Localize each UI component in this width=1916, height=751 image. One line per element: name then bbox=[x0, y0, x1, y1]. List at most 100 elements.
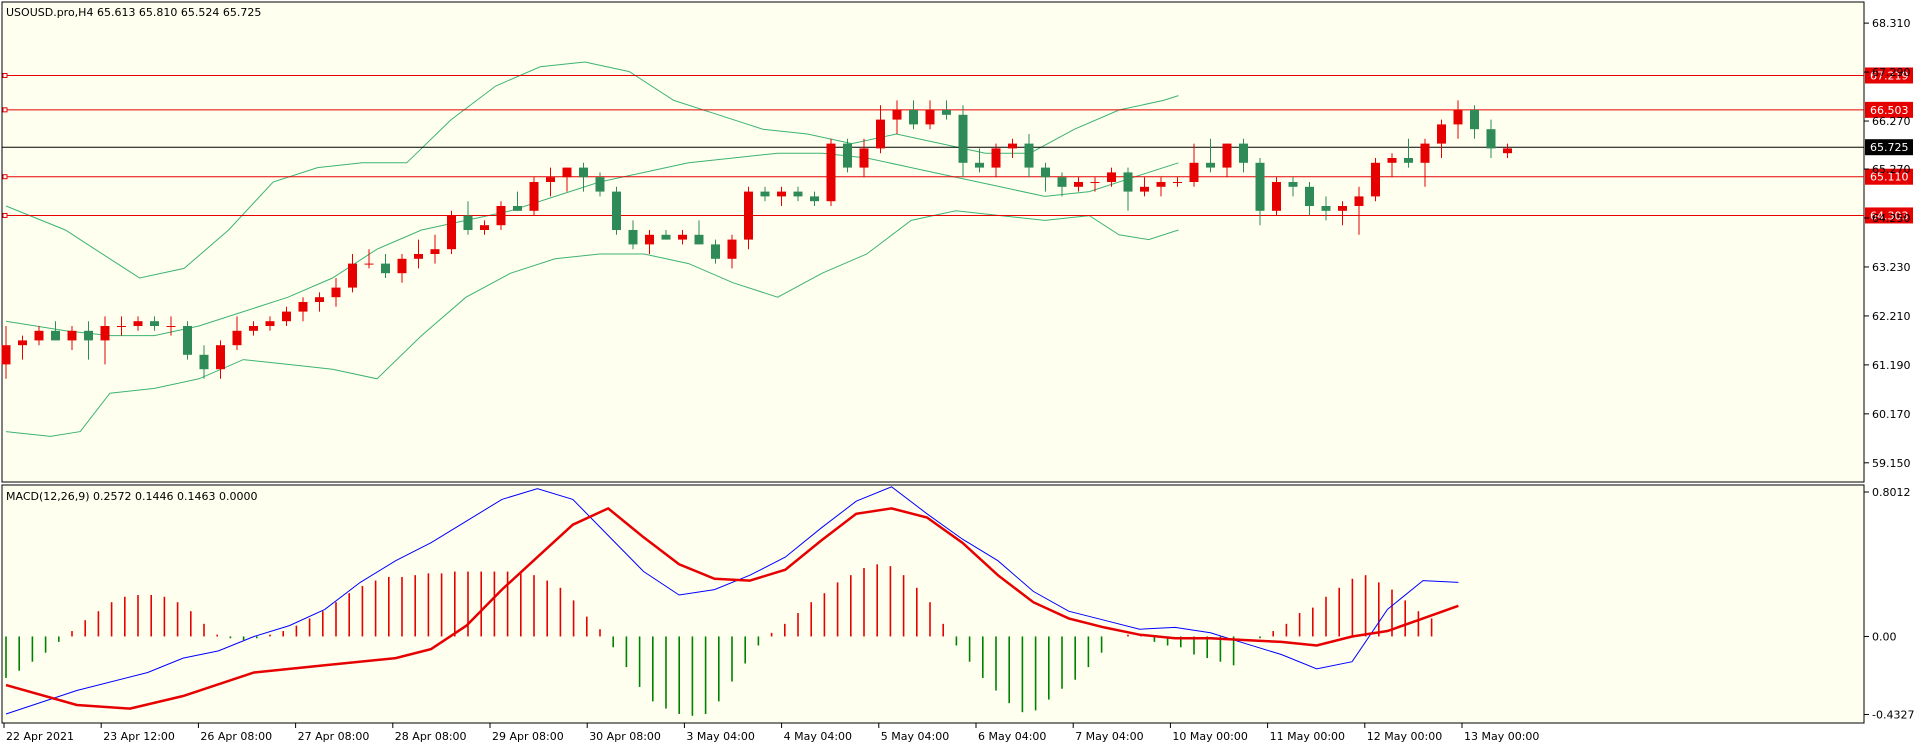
macd-signal-line bbox=[5, 506, 1459, 710]
level-price-tag bbox=[1865, 67, 1913, 84]
candle bbox=[1453, 100, 1463, 139]
candle bbox=[166, 316, 176, 336]
level-anchor[interactable] bbox=[2, 212, 8, 218]
price-tick-label: 62.210 bbox=[1872, 310, 1911, 323]
candle bbox=[694, 220, 704, 245]
candle-body bbox=[100, 326, 110, 341]
candle bbox=[1404, 138, 1413, 168]
candle-body bbox=[381, 263, 390, 274]
candle bbox=[100, 316, 110, 365]
candle bbox=[1288, 177, 1298, 197]
candle bbox=[117, 316, 126, 336]
candle-body bbox=[1354, 196, 1364, 206]
candle-body bbox=[975, 162, 984, 168]
candle bbox=[364, 249, 374, 269]
candle bbox=[1123, 167, 1133, 211]
macd-tick-label: 0.8012 bbox=[1872, 486, 1911, 499]
candle-body bbox=[826, 143, 836, 202]
candle bbox=[1239, 138, 1248, 173]
candle bbox=[843, 138, 852, 173]
candle-body bbox=[1, 345, 11, 365]
candle-body bbox=[51, 330, 60, 341]
macd-title: MACD(12,26,9) 0.2572 0.1446 0.1463 0.000… bbox=[6, 490, 258, 503]
candle-body bbox=[1486, 129, 1496, 149]
price-tick-label: 66.270 bbox=[1872, 115, 1911, 128]
candle-body bbox=[612, 191, 621, 230]
candle-body bbox=[1239, 143, 1248, 163]
time-tick-label: 23 Apr 12:00 bbox=[103, 730, 175, 743]
macd-lines bbox=[5, 486, 1459, 715]
macd-histogram bbox=[5, 564, 1433, 716]
candle bbox=[1321, 196, 1331, 221]
candle-body bbox=[711, 244, 720, 259]
candle-body bbox=[1008, 143, 1017, 149]
candle bbox=[1008, 138, 1017, 158]
candle bbox=[892, 100, 902, 134]
level-anchor[interactable] bbox=[2, 72, 8, 78]
price-tick-label: 67.290 bbox=[1872, 66, 1911, 79]
candle bbox=[1437, 119, 1446, 158]
candle bbox=[1305, 182, 1314, 216]
candle bbox=[1041, 162, 1050, 192]
time-tick-label: 27 Apr 08:00 bbox=[298, 730, 370, 743]
candle bbox=[447, 210, 456, 254]
macd-tick-label: -0.4327 bbox=[1872, 708, 1914, 721]
candle bbox=[810, 191, 819, 206]
candle-body bbox=[1387, 158, 1397, 163]
candle bbox=[232, 316, 242, 350]
candle-body bbox=[859, 148, 869, 168]
candle-body bbox=[447, 215, 456, 250]
candle bbox=[67, 326, 77, 350]
candle-body bbox=[777, 191, 786, 197]
price-axis: 68.310 67.290 66.270 65.270 64.250 63.230 62.2… bbox=[1864, 17, 1911, 470]
price-tick-label: 64.250 bbox=[1872, 212, 1911, 225]
candlesticks bbox=[1, 100, 1512, 379]
macd-panel[interactable] bbox=[1, 484, 1865, 724]
candle-body bbox=[249, 326, 258, 331]
candle-body bbox=[1255, 162, 1265, 211]
candle-body bbox=[133, 321, 143, 326]
candle-body bbox=[480, 225, 489, 230]
candle bbox=[150, 316, 159, 331]
candle bbox=[282, 306, 291, 326]
candle-body bbox=[562, 167, 572, 178]
candle-body bbox=[958, 114, 968, 163]
price-tick-label: 60.170 bbox=[1872, 408, 1911, 421]
candle bbox=[793, 186, 803, 202]
candle-body bbox=[892, 110, 902, 120]
candle bbox=[1140, 177, 1149, 197]
price-panel[interactable] bbox=[1, 1, 1865, 483]
level-anchor[interactable] bbox=[2, 174, 8, 180]
candle bbox=[480, 220, 489, 235]
time-tick-label: 26 Apr 08:00 bbox=[200, 730, 272, 743]
candle-body bbox=[496, 206, 506, 226]
candle bbox=[397, 254, 407, 283]
candle bbox=[942, 100, 951, 120]
price-tick-label: 59.150 bbox=[1872, 457, 1911, 470]
candle-body bbox=[661, 234, 671, 240]
level-anchor[interactable] bbox=[2, 107, 8, 113]
candle bbox=[496, 201, 506, 230]
candle bbox=[958, 105, 968, 178]
candle bbox=[513, 191, 522, 211]
time-tick-label: 7 May 04:00 bbox=[1075, 730, 1143, 743]
current-price-tag bbox=[1865, 139, 1913, 156]
candle bbox=[298, 297, 308, 322]
candle-body bbox=[925, 110, 935, 125]
candle-body bbox=[876, 119, 885, 149]
price-tick-label: 63.230 bbox=[1872, 261, 1911, 274]
time-tick-label: 13 May 00:00 bbox=[1464, 730, 1539, 743]
candle-body bbox=[909, 110, 918, 125]
candle-body bbox=[546, 177, 555, 182]
candle bbox=[612, 186, 621, 235]
candle-body bbox=[183, 326, 192, 355]
candle bbox=[991, 143, 1001, 178]
candle bbox=[909, 100, 918, 130]
candle-body bbox=[1024, 143, 1034, 168]
candle bbox=[463, 201, 473, 235]
candle-body bbox=[1189, 162, 1199, 182]
candle-body bbox=[1321, 206, 1331, 211]
candle bbox=[859, 138, 869, 178]
